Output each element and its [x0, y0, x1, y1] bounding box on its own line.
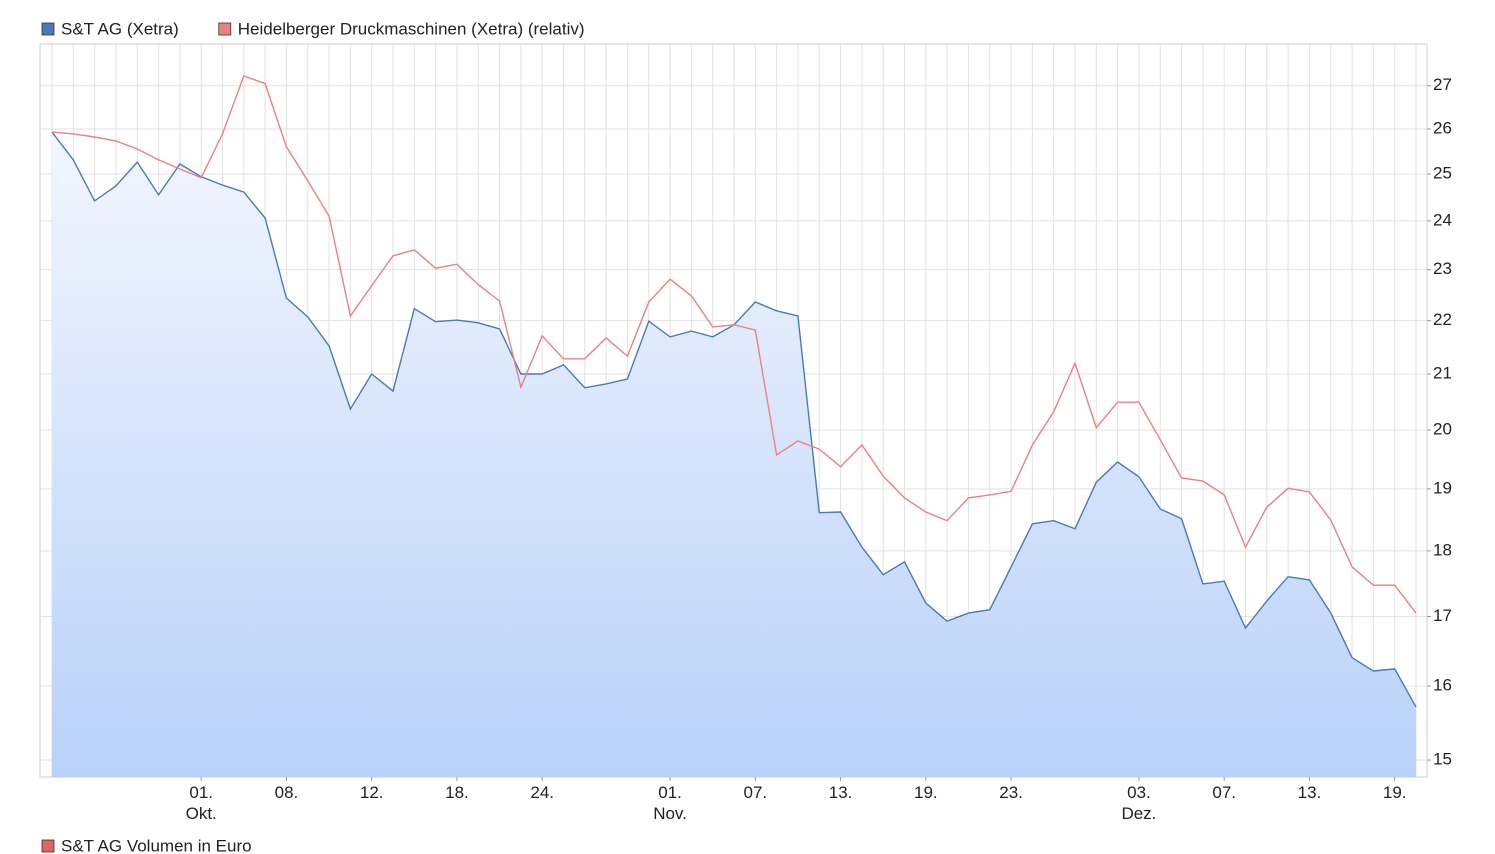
- y-tick-label: 21: [1433, 364, 1452, 383]
- x-tick-label: 23.: [999, 783, 1023, 802]
- y-tick-label: 25: [1433, 163, 1452, 182]
- y-tick-label: 24: [1433, 210, 1452, 229]
- x-tick-label: 07.: [743, 783, 768, 802]
- line: [51, 75, 1417, 614]
- x-tick-label: 13.: [1297, 783, 1322, 802]
- x-tick-label: 19.: [913, 783, 938, 802]
- x-tick-label: 18.: [445, 783, 469, 802]
- y-tick-label: 16: [1433, 675, 1452, 694]
- x-tick-label: 07.: [1212, 783, 1236, 802]
- legend-swatch: [218, 22, 232, 36]
- area: [52, 132, 1416, 778]
- legend-label: Heidelberger Druckmaschinen (Xetra) (rel…: [238, 19, 585, 38]
- x-tick-label: 08.: [274, 783, 299, 802]
- y-tick-label: 15: [1433, 750, 1452, 769]
- y-tick-label: 19: [1433, 478, 1452, 497]
- legend-label: S&T AG Volumen in Euro: [61, 836, 252, 854]
- x-tick-label: 24.: [530, 783, 554, 802]
- y-tick-label: 20: [1433, 419, 1452, 438]
- legend-swatch: [41, 839, 55, 853]
- y-tick-label: 18: [1433, 540, 1452, 559]
- y-tick-label: 23: [1433, 259, 1452, 278]
- x-tick-label: 12.: [359, 783, 384, 802]
- x-tick-label: 03. Dez.: [1121, 783, 1157, 823]
- x-tick-label: 13.: [828, 783, 853, 802]
- x-tick-label: 19.: [1382, 783, 1407, 802]
- y-tick-label: 22: [1433, 310, 1452, 329]
- x-tick-label: 01. Nov.: [653, 783, 687, 823]
- y-tick-label: 17: [1433, 606, 1452, 625]
- x-tick-label: 01. Okt.: [185, 783, 217, 823]
- y-tick-label: 27: [1433, 75, 1452, 94]
- legend-swatch: [41, 22, 55, 36]
- y-tick-label: 26: [1433, 119, 1452, 138]
- legend-label: S&T AG (Xetra): [61, 19, 179, 38]
